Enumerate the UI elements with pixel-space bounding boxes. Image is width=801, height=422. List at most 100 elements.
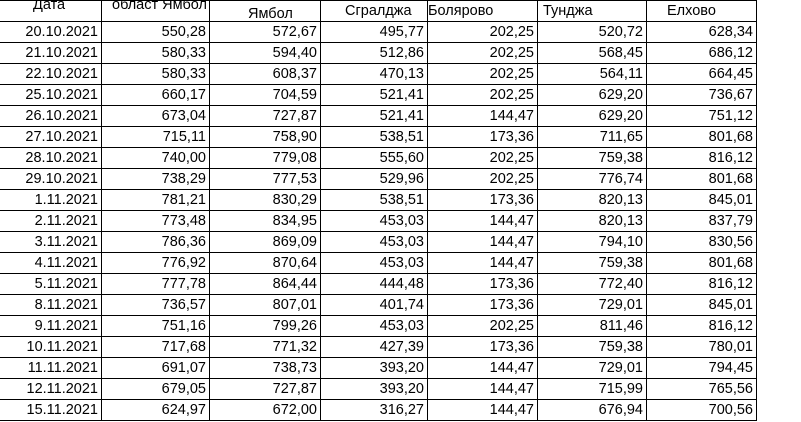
value-cell[interactable]: 715,99: [537, 378, 647, 400]
value-cell[interactable]: 686,12: [646, 42, 757, 64]
date-cell[interactable]: 22.10.2021: [0, 63, 102, 85]
value-cell[interactable]: 144,47: [427, 105, 538, 127]
value-cell[interactable]: 799,26: [209, 315, 321, 337]
value-cell[interactable]: 773,48: [101, 210, 210, 232]
value-cell[interactable]: 202,25: [427, 21, 538, 43]
value-cell[interactable]: 777,53: [209, 168, 321, 190]
value-cell[interactable]: 704,59: [209, 84, 321, 106]
value-cell[interactable]: 759,38: [537, 252, 647, 274]
date-cell[interactable]: 12.11.2021: [0, 378, 102, 400]
value-cell[interactable]: 801,68: [646, 126, 757, 148]
value-cell[interactable]: 771,32: [209, 336, 321, 358]
value-cell[interactable]: 751,12: [646, 105, 757, 127]
value-cell[interactable]: 173,36: [427, 189, 538, 211]
value-cell[interactable]: 751,16: [101, 315, 210, 337]
value-cell[interactable]: 676,94: [537, 399, 647, 421]
value-cell[interactable]: 717,68: [101, 336, 210, 358]
header-cell-bolyarovo[interactable]: Болярово: [427, 0, 538, 22]
value-cell[interactable]: 869,09: [209, 231, 321, 253]
value-cell[interactable]: 870,64: [209, 252, 321, 274]
value-cell[interactable]: 820,13: [537, 210, 647, 232]
value-cell[interactable]: 521,41: [320, 105, 428, 127]
value-cell[interactable]: 144,47: [427, 378, 538, 400]
value-cell[interactable]: 786,36: [101, 231, 210, 253]
value-cell[interactable]: 538,51: [320, 189, 428, 211]
value-cell[interactable]: 427,39: [320, 336, 428, 358]
value-cell[interactable]: 202,25: [427, 63, 538, 85]
date-cell[interactable]: 2.11.2021: [0, 210, 102, 232]
value-cell[interactable]: 521,41: [320, 84, 428, 106]
value-cell[interactable]: 202,25: [427, 168, 538, 190]
date-cell[interactable]: 28.10.2021: [0, 147, 102, 169]
date-cell[interactable]: 27.10.2021: [0, 126, 102, 148]
value-cell[interactable]: 144,47: [427, 210, 538, 232]
value-cell[interactable]: 673,04: [101, 105, 210, 127]
value-cell[interactable]: 845,01: [646, 294, 757, 316]
value-cell[interactable]: 830,56: [646, 231, 757, 253]
value-cell[interactable]: 664,45: [646, 63, 757, 85]
value-cell[interactable]: 173,36: [427, 336, 538, 358]
header-cell-date[interactable]: Дата: [0, 0, 102, 22]
value-cell[interactable]: 529,96: [320, 168, 428, 190]
value-cell[interactable]: 830,29: [209, 189, 321, 211]
value-cell[interactable]: 779,08: [209, 147, 321, 169]
value-cell[interactable]: 393,20: [320, 378, 428, 400]
value-cell[interactable]: 580,33: [101, 63, 210, 85]
value-cell[interactable]: 759,38: [537, 147, 647, 169]
value-cell[interactable]: 691,07: [101, 357, 210, 379]
value-cell[interactable]: 144,47: [427, 399, 538, 421]
value-cell[interactable]: 555,60: [320, 147, 428, 169]
value-cell[interactable]: 316,27: [320, 399, 428, 421]
value-cell[interactable]: 738,73: [209, 357, 321, 379]
header-cell-yambol[interactable]: Ямбол: [209, 0, 321, 22]
value-cell[interactable]: 453,03: [320, 252, 428, 274]
value-cell[interactable]: 672,00: [209, 399, 321, 421]
date-cell[interactable]: 11.11.2021: [0, 357, 102, 379]
value-cell[interactable]: 816,12: [646, 147, 757, 169]
value-cell[interactable]: 736,57: [101, 294, 210, 316]
value-cell[interactable]: 816,12: [646, 273, 757, 295]
date-cell[interactable]: 10.11.2021: [0, 336, 102, 358]
value-cell[interactable]: 729,01: [537, 357, 647, 379]
value-cell[interactable]: 173,36: [427, 126, 538, 148]
value-cell[interactable]: 765,56: [646, 378, 757, 400]
header-cell-tundzha[interactable]: Тунджа: [537, 0, 647, 22]
value-cell[interactable]: 444,48: [320, 273, 428, 295]
value-cell[interactable]: 624,97: [101, 399, 210, 421]
value-cell[interactable]: 628,34: [646, 21, 757, 43]
value-cell[interactable]: 202,25: [427, 42, 538, 64]
value-cell[interactable]: 740,00: [101, 147, 210, 169]
value-cell[interactable]: 864,44: [209, 273, 321, 295]
value-cell[interactable]: 801,68: [646, 168, 757, 190]
date-cell[interactable]: 20.10.2021: [0, 21, 102, 43]
date-cell[interactable]: 5.11.2021: [0, 273, 102, 295]
value-cell[interactable]: 453,03: [320, 315, 428, 337]
value-cell[interactable]: 715,11: [101, 126, 210, 148]
value-cell[interactable]: 834,95: [209, 210, 321, 232]
value-cell[interactable]: 777,78: [101, 273, 210, 295]
value-cell[interactable]: 807,01: [209, 294, 321, 316]
value-cell[interactable]: 781,21: [101, 189, 210, 211]
value-cell[interactable]: 401,74: [320, 294, 428, 316]
value-cell[interactable]: 727,87: [209, 105, 321, 127]
date-cell[interactable]: 3.11.2021: [0, 231, 102, 253]
value-cell[interactable]: 572,67: [209, 21, 321, 43]
value-cell[interactable]: 202,25: [427, 84, 538, 106]
value-cell[interactable]: 495,77: [320, 21, 428, 43]
value-cell[interactable]: 144,47: [427, 231, 538, 253]
value-cell[interactable]: 202,25: [427, 147, 538, 169]
value-cell[interactable]: 811,46: [537, 315, 647, 337]
value-cell[interactable]: 629,20: [537, 105, 647, 127]
value-cell[interactable]: 794,45: [646, 357, 757, 379]
date-cell[interactable]: 29.10.2021: [0, 168, 102, 190]
date-cell[interactable]: 21.10.2021: [0, 42, 102, 64]
value-cell[interactable]: 801,68: [646, 252, 757, 274]
value-cell[interactable]: 453,03: [320, 210, 428, 232]
value-cell[interactable]: 594,40: [209, 42, 321, 64]
value-cell[interactable]: 758,90: [209, 126, 321, 148]
header-cell-straldzha[interactable]: Сгралджа: [320, 0, 428, 22]
value-cell[interactable]: 173,36: [427, 273, 538, 295]
value-cell[interactable]: 759,38: [537, 336, 647, 358]
value-cell[interactable]: 772,40: [537, 273, 647, 295]
value-cell[interactable]: 144,47: [427, 252, 538, 274]
